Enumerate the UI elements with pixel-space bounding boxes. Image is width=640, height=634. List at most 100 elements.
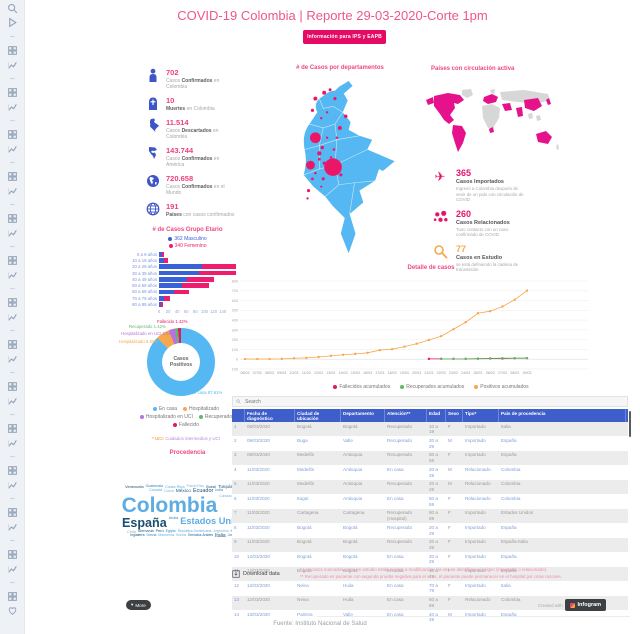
origin-word: India <box>215 487 224 492</box>
table-cell: 60 a 69 <box>429 597 438 608</box>
grid-icon[interactable] <box>7 381 18 392</box>
grid-icon[interactable] <box>7 297 18 308</box>
grid-icon[interactable] <box>7 171 18 182</box>
table-row[interactable]: 8 11/03/2020 Bogotá Bogotá Recuperado 20 a 29… <box>232 523 628 538</box>
dash-icon <box>7 535 18 546</box>
svg-text:17/03: 17/03 <box>375 371 384 375</box>
origin-word: Canadá <box>148 487 163 492</box>
chart-icon[interactable] <box>7 227 18 238</box>
heart-icon[interactable] <box>7 605 18 616</box>
grid-icon[interactable] <box>7 465 18 476</box>
origin-word: Italia <box>215 533 226 540</box>
svg-text:24/03: 24/03 <box>461 371 470 375</box>
table-header-cell[interactable]: Atención** <box>385 409 427 422</box>
table-header-cell[interactable]: Tipo* <box>463 409 499 422</box>
grid-icon[interactable] <box>7 549 18 560</box>
footnote-1: * Los casos marcados como en estudio est… <box>300 567 548 572</box>
chart-icon[interactable] <box>7 479 18 490</box>
chart-icon[interactable] <box>7 101 18 112</box>
chart-icon[interactable] <box>7 395 18 406</box>
grid-icon[interactable] <box>7 591 18 602</box>
table-header-cell[interactable]: Edad <box>427 409 446 422</box>
table-row[interactable]: 2 09/03/2020 Buga Valle Recuperado 20 a 29 M Im… <box>232 436 628 451</box>
uci-footnote-prefix: * UCI: <box>152 436 165 441</box>
table-cell: Antioquia <box>343 452 363 458</box>
transmission-stats: ✈ 365 Casos Importados Ingresó a Colombia d… <box>432 168 564 279</box>
table-row[interactable]: 10 12/03/2020 Bogotá Bogotá En casa 20 a 29 F I… <box>232 552 628 567</box>
table-footnotes: * Los casos marcados como en estudio est… <box>300 567 632 580</box>
origin-title: Procedencia <box>169 450 206 456</box>
table-scrollbar[interactable] <box>628 411 631 437</box>
table-row[interactable]: 4 11/03/2020 Medellín Antioquia En casa 20 a … <box>232 465 628 480</box>
chart-icon[interactable] <box>7 521 18 532</box>
table-cell: Bogotá <box>343 423 358 429</box>
table-row[interactable]: 7 11/03/2020 Cartagena Cartagena Recuperado … <box>232 508 628 524</box>
table-cell: Importado <box>465 423 486 429</box>
tombstone-icon <box>146 96 160 110</box>
table-header-cell[interactable]: Sexo <box>446 409 463 422</box>
chart-icon[interactable] <box>7 143 18 154</box>
table-header-cell[interactable]: País de procedencia <box>499 409 626 422</box>
download-data-button[interactable]: Download data <box>232 570 280 578</box>
dash-icon <box>7 367 18 378</box>
table-search-bar[interactable] <box>232 396 628 407</box>
grid-icon[interactable] <box>7 507 18 518</box>
donut-legend-item: Fallecido <box>172 422 199 428</box>
table-search-input[interactable] <box>243 397 624 406</box>
grid-icon[interactable] <box>7 339 18 350</box>
chart-icon[interactable] <box>7 437 18 448</box>
chart-icon[interactable] <box>7 269 18 280</box>
grid-icon[interactable] <box>7 255 18 266</box>
table-cell: Itagüí <box>297 495 309 501</box>
search-icon[interactable] <box>7 3 18 14</box>
table-cell: En casa <box>387 495 404 501</box>
chart-icon[interactable] <box>7 59 18 70</box>
table-cell: Bogotá <box>297 539 312 545</box>
table-header-cell[interactable]: Ciudad de ubicación <box>295 409 341 422</box>
chart-icon[interactable] <box>7 353 18 364</box>
cases-line-chart: -100010020030040050060070080006/0307/030… <box>232 279 588 375</box>
ips-eapb-button[interactable]: Información para IPS y EAPB <box>303 30 386 44</box>
chart-icon[interactable] <box>7 563 18 574</box>
table-row[interactable]: 5 11/03/2020 Medellín Antioquia Recuperado 20… <box>232 479 628 495</box>
table-row[interactable]: 1 06/03/2020 Bogotá Bogotá Recuperado 10 a 19… <box>232 422 628 437</box>
grid-icon[interactable] <box>7 87 18 98</box>
infogram-badge[interactable]: Infogram <box>565 599 607 611</box>
dash-icon <box>7 451 18 462</box>
table-header-cell[interactable]: Departamento <box>341 409 385 422</box>
origin-word: Bolivia <box>176 533 187 538</box>
svg-text:25/03: 25/03 <box>473 371 482 375</box>
grid-icon[interactable] <box>7 129 18 140</box>
stat-value: 260 <box>456 208 472 219</box>
table-cell: Bogotá <box>343 539 358 545</box>
table-row[interactable]: 9 11/03/2020 Bogotá Bogotá Recuperado 20 a 29… <box>232 537 628 553</box>
more-button[interactable]: ▾ More <box>126 600 151 610</box>
magnifier-icon <box>432 244 448 260</box>
table-row[interactable]: 14 13/03/2020 Palmira Valle En casa 40 a 49 M I… <box>232 610 628 625</box>
uci-footnote: * UCI: Cuidados intermedios y UCI <box>126 436 246 441</box>
table-row[interactable]: 3 09/03/2020 Medellín Antioquia Recuperado 50… <box>232 450 628 466</box>
table-row[interactable]: 12 12/03/2020 Neiva Huila En casa 70 a 79 F Imp… <box>232 581 628 596</box>
people-icon <box>432 209 448 225</box>
table-cell: Importado <box>465 437 486 443</box>
table-cell: Importado <box>465 452 486 458</box>
table-header-cell[interactable]: Fecha de diagnóstico <box>245 409 295 422</box>
grid-icon[interactable] <box>7 213 18 224</box>
chart-icon[interactable] <box>7 311 18 322</box>
chart-icon[interactable] <box>7 185 18 196</box>
legend-dot <box>139 415 144 419</box>
table-cell: Buga <box>297 437 308 443</box>
origin-word: Brasil <box>206 483 217 489</box>
svg-text:08/03: 08/03 <box>265 371 274 375</box>
grid-icon[interactable] <box>7 423 18 434</box>
play-icon[interactable] <box>7 17 18 28</box>
table-row[interactable]: 13 12/03/2020 Neiva Huila En casa 60 a 69 F Rel… <box>232 595 628 611</box>
stat-description: se está definiendo la cadena de transmis… <box>456 261 519 273</box>
table-cell: 20 a 29 <box>429 524 438 536</box>
sidebar <box>0 0 25 634</box>
table-cell: 11/03/2020 <box>247 466 270 472</box>
grid-icon[interactable] <box>7 45 18 56</box>
table-row[interactable]: 6 11/03/2020 Itagüí Antioquia En casa 50 a 59… <box>232 494 628 509</box>
stat-value: 77 <box>456 243 467 254</box>
table-cell: En casa <box>387 568 404 574</box>
